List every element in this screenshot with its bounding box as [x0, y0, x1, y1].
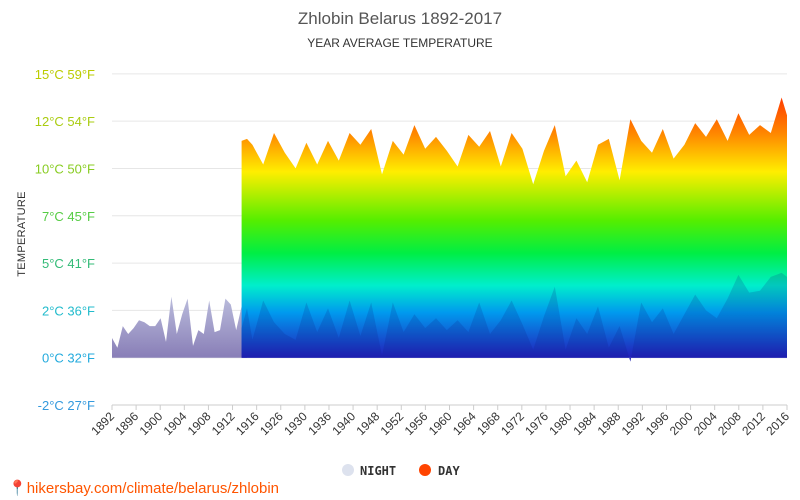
x-tick-label: 1996 [643, 409, 672, 438]
x-tick-label: 1892 [88, 409, 117, 438]
x-tick-label: 1976 [522, 409, 551, 438]
x-tick-label: 1908 [185, 409, 214, 438]
location-pin-icon: 📍 [8, 480, 27, 497]
series-night-shade [241, 272, 788, 362]
source-text: hikersbay.com/climate/belarus/zhlobin [26, 480, 280, 497]
legend-item-night[interactable]: NIGHT [342, 464, 396, 478]
x-tick-label: 1948 [354, 409, 383, 438]
x-tick-label: 1972 [498, 409, 527, 438]
x-tick-label: 2000 [667, 409, 696, 438]
legend: NIGHT DAY [342, 464, 460, 478]
y-tick-label: 7°C 45°F [42, 209, 95, 224]
x-tick-label: 1940 [329, 409, 358, 438]
x-tick-label: 1916 [233, 409, 262, 438]
source-link[interactable]: 📍hikersbay.com/climate/belarus/zhlobin [8, 479, 279, 497]
x-tick-label: 2012 [739, 409, 768, 438]
legend-day-marker [419, 464, 431, 476]
y-tick-label: 10°C 50°F [35, 161, 95, 176]
x-tick-label: 1926 [257, 409, 286, 438]
x-tick-label: 2016 [763, 409, 792, 438]
y-tick-label: 2°C 36°F [42, 303, 95, 318]
x-tick-label: 1930 [281, 409, 310, 438]
x-tick-label: 2004 [691, 409, 720, 438]
x-tick-label: 1912 [209, 409, 238, 438]
x-tick-label: 1980 [546, 409, 575, 438]
x-tick-label: 1952 [378, 409, 407, 438]
x-tick-label: 1960 [426, 409, 455, 438]
legend-item-day[interactable]: DAY [419, 464, 460, 478]
plot-area [112, 97, 788, 362]
x-tick-label: 1904 [161, 409, 190, 438]
y-tick-label: 12°C 54°F [35, 114, 95, 129]
x-tick-label: 1984 [570, 409, 599, 438]
y-axis-ticks: -2°C 27°F 0°C 32°F 2°C 36°F 5°C 41°F 7°C 45°… [35, 67, 95, 413]
x-tick-label: 1936 [305, 409, 334, 438]
series-day-area [241, 97, 788, 358]
legend-night-marker [342, 464, 354, 476]
x-tick-label: 1968 [474, 409, 503, 438]
x-tick-label: 1992 [619, 409, 648, 438]
x-tick-label: 1988 [595, 409, 624, 438]
chart-subtitle: YEAR AVERAGE TEMPERATURE [307, 36, 492, 50]
series-night-early-area [112, 296, 247, 358]
x-tick-label: 1900 [137, 409, 166, 438]
x-tick-label: 1956 [402, 409, 431, 438]
x-tick-label: 2008 [715, 409, 744, 438]
y-tick-label: -2°C 27°F [38, 398, 95, 413]
y-tick-label: 0°C 32°F [42, 351, 95, 366]
series-night-area [241, 272, 788, 362]
y-tick-label: 15°C 59°F [35, 67, 95, 82]
x-tick-label: 1964 [450, 409, 479, 438]
y-axis-label: TEMPERATURE [16, 191, 28, 277]
legend-day-label: DAY [438, 464, 460, 478]
legend-night-label: NIGHT [360, 464, 396, 478]
chart-title: Zhlobin Belarus 1892-2017 [298, 9, 502, 28]
x-tick-label: 1896 [112, 409, 141, 438]
x-axis: 1892189619001904190819121916192619301936… [88, 404, 792, 438]
y-tick-label: 5°C 41°F [42, 256, 95, 271]
